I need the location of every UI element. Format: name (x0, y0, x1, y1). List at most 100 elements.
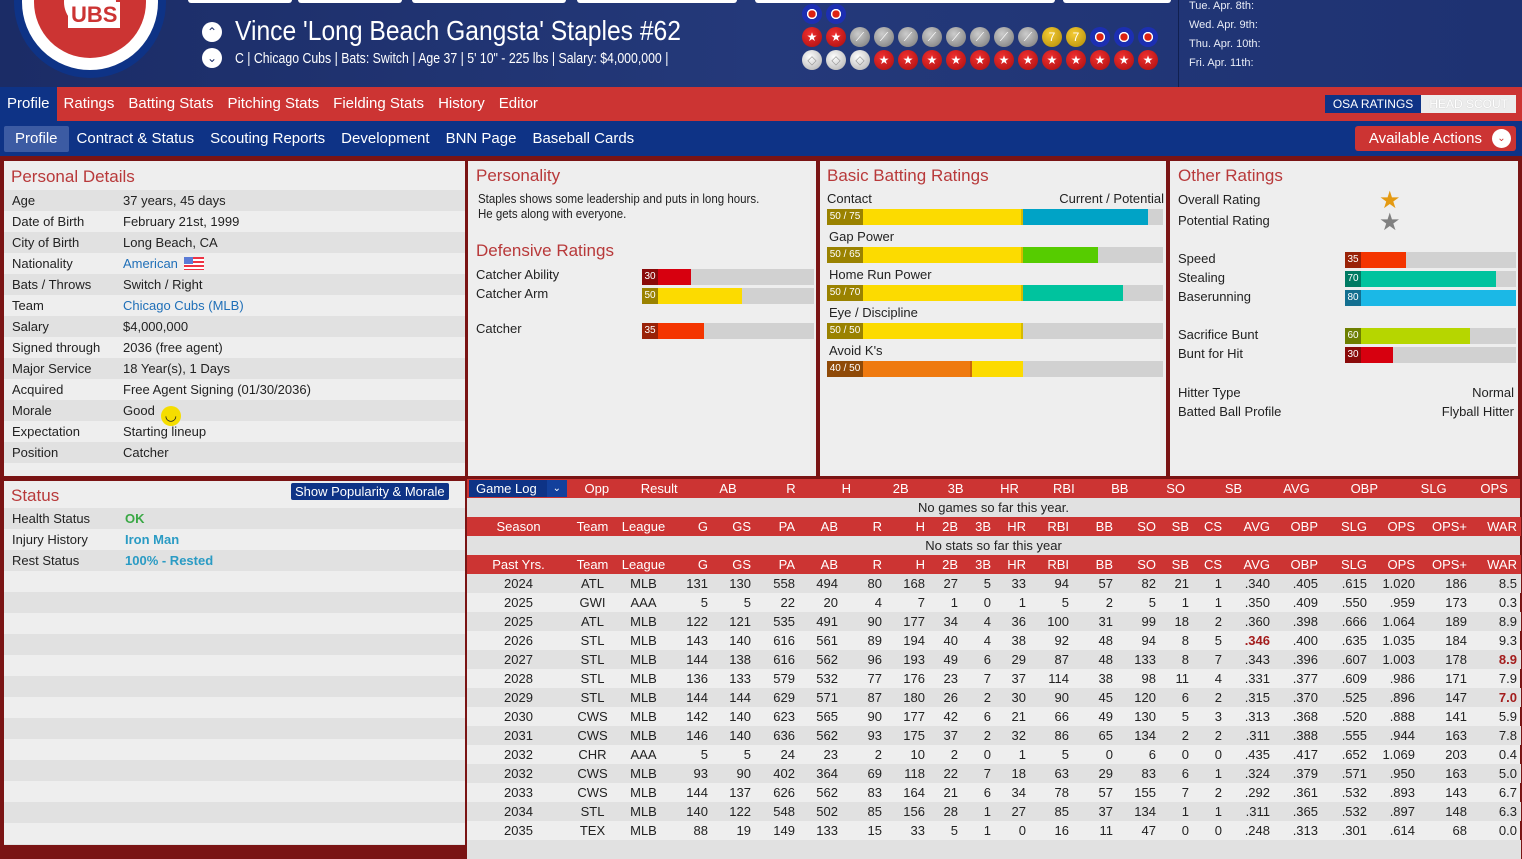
star-medal-icon[interactable]: ★ (994, 50, 1014, 70)
stats-column-header[interactable]: SO (1117, 517, 1160, 536)
stats-column-header[interactable]: 2B (929, 555, 962, 574)
stats-column-header[interactable]: Team (570, 555, 615, 574)
star-medal-icon[interactable]: ★ (898, 50, 918, 70)
stats-column-header[interactable]: BB (1073, 555, 1117, 574)
star-medal-icon[interactable]: ★ (1114, 50, 1134, 70)
tab-pitching-stats[interactable]: Pitching Stats (227, 95, 320, 112)
gamelog-column-header[interactable]: SLG (1420, 481, 1447, 496)
stats-column-header[interactable]: OBP (1274, 517, 1322, 536)
stats-column-header[interactable]: SB (1160, 517, 1193, 536)
osa-ratings-toggle[interactable]: OSA RATINGS (1324, 95, 1422, 113)
stats-column-header[interactable]: G (672, 555, 712, 574)
stats-column-header[interactable]: AB (799, 555, 842, 574)
gamelog-column-header[interactable]: SB (1224, 481, 1243, 496)
gray-medal-icon[interactable]: ⟋ (1018, 27, 1038, 47)
star-medal-icon[interactable]: ★ (802, 27, 822, 47)
tab-ratings[interactable]: Ratings (63, 95, 115, 112)
star-medal-icon[interactable]: ★ (922, 50, 942, 70)
gray-medal-icon[interactable]: ⟋ (850, 27, 870, 47)
stats-column-header[interactable]: Team (570, 517, 615, 536)
detail-link[interactable]: American (123, 256, 178, 271)
gamelog-column-header[interactable]: Result (640, 481, 678, 496)
stats-column-header[interactable]: Past Yrs. (467, 555, 570, 574)
star-medal-icon[interactable]: ★ (1018, 50, 1038, 70)
gray-medal-icon[interactable]: ⟋ (898, 27, 918, 47)
gamelog-column-header[interactable]: HR (1000, 481, 1019, 496)
gamelog-column-header[interactable]: RBI (1053, 481, 1075, 496)
stats-column-header[interactable]: SLG (1322, 555, 1371, 574)
stats-column-header[interactable]: League (615, 517, 672, 536)
blue-medal-icon[interactable] (1138, 27, 1158, 47)
stats-column-header[interactable]: R (842, 555, 886, 574)
star-medal-icon[interactable]: ★ (874, 50, 894, 70)
subtab-contract-status[interactable]: Contract & Status (76, 129, 195, 147)
show-popularity-morale-button[interactable]: Show Popularity & Morale (291, 483, 449, 500)
stats-column-header[interactable]: OPS+ (1419, 555, 1471, 574)
stats-column-header[interactable]: WAR (1471, 517, 1521, 536)
subtab-profile[interactable]: Profile (4, 125, 69, 152)
blue-medal-icon[interactable] (1090, 27, 1110, 47)
stats-column-header[interactable]: CS (1193, 517, 1226, 536)
tab-history[interactable]: History (438, 95, 485, 112)
gamelog-column-header[interactable]: BB (1111, 481, 1129, 496)
tab-batting-stats[interactable]: Batting Stats (128, 95, 214, 112)
gray-medal-icon[interactable]: ⟋ (994, 27, 1014, 47)
star-medal-icon[interactable]: ★ (970, 50, 990, 70)
gray-medal-icon[interactable]: ⟋ (922, 27, 942, 47)
star-medal-icon[interactable]: ★ (1066, 50, 1086, 70)
stats-column-header[interactable]: Season (467, 517, 570, 536)
gamelog-column-header[interactable]: SO (1166, 481, 1186, 496)
top-tab[interactable] (188, 0, 292, 3)
gamelog-column-header[interactable]: AB (719, 481, 737, 496)
top-tab[interactable] (412, 0, 566, 3)
stats-column-header[interactable]: HR (995, 555, 1030, 574)
stats-column-header[interactable]: BB (1073, 517, 1117, 536)
detail-value[interactable]: American (123, 253, 204, 274)
gold-medal-icon[interactable]: 7 (1042, 27, 1062, 47)
blue-medal-icon[interactable] (1114, 27, 1134, 47)
star-medal-icon[interactable]: ★ (1090, 50, 1110, 70)
subtab-baseball-cards[interactable]: Baseball Cards (532, 129, 635, 147)
gamelog-column-header[interactable]: H (841, 481, 851, 496)
gamelog-column-header[interactable]: Opp (584, 481, 610, 496)
star-medal-icon[interactable]: ★ (1042, 50, 1062, 70)
game-log-dropdown[interactable]: Game Log ⌄ (469, 480, 567, 497)
gamelog-column-header[interactable]: 3B (947, 481, 964, 496)
stats-column-header[interactable]: RBI (1030, 517, 1073, 536)
head-scout-toggle[interactable]: HEAD SCOUT (1421, 95, 1516, 113)
star-medal-icon[interactable]: ★ (1138, 50, 1158, 70)
stats-column-header[interactable]: SB (1160, 555, 1193, 574)
available-actions-button[interactable]: Available Actions ⌄ (1354, 126, 1516, 151)
detail-link[interactable]: Chicago Cubs (MLB) (123, 298, 244, 313)
stats-column-header[interactable]: SLG (1322, 517, 1371, 536)
gold-medal-icon[interactable]: 7 (1066, 27, 1086, 47)
tab-fielding-stats[interactable]: Fielding Stats (333, 95, 425, 112)
gamelog-column-header[interactable]: OBP (1350, 481, 1379, 496)
stats-column-header[interactable]: League (615, 555, 672, 574)
tab-profile[interactable]: Profile (0, 87, 57, 121)
top-tab[interactable] (755, 0, 1055, 3)
stats-column-header[interactable]: H (886, 555, 929, 574)
stats-column-header[interactable]: 2B (929, 517, 962, 536)
stats-column-header[interactable]: OPS+ (1419, 517, 1471, 536)
top-tab[interactable] (1063, 0, 1171, 3)
tab-editor[interactable]: Editor (498, 95, 538, 112)
stats-column-header[interactable]: 3B (962, 555, 995, 574)
stats-column-header[interactable]: 3B (962, 517, 995, 536)
stats-column-header[interactable]: OPS (1371, 555, 1419, 574)
stats-column-header[interactable]: HR (995, 517, 1030, 536)
white-medal-icon[interactable]: ◇ (850, 50, 870, 70)
gray-medal-icon[interactable]: ⟋ (970, 27, 990, 47)
blue-medal-icon[interactable] (826, 4, 846, 24)
stats-column-header[interactable]: AB (799, 517, 842, 536)
gamelog-column-header[interactable]: R (786, 481, 796, 496)
chevron-down-icon[interactable]: ⌄ (202, 48, 222, 68)
subtab-bnn-page[interactable]: BNN Page (445, 129, 517, 147)
stats-column-header[interactable]: H (886, 517, 929, 536)
star-medal-icon[interactable]: ★ (946, 50, 966, 70)
gamelog-column-header[interactable]: 2B (892, 481, 909, 496)
subtab-development[interactable]: Development (341, 129, 430, 147)
stats-column-header[interactable]: R (842, 517, 886, 536)
stats-column-header[interactable]: AVG (1226, 555, 1274, 574)
stats-column-header[interactable]: GS (712, 517, 755, 536)
